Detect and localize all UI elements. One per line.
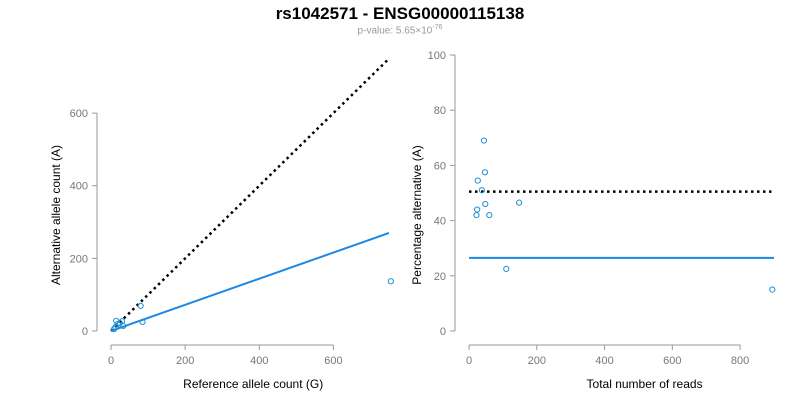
data-point — [480, 137, 488, 144]
x-tick-label: 0 — [466, 355, 472, 367]
y-tick-label: 100 — [428, 50, 446, 62]
data-point — [120, 322, 127, 330]
subtitle-exponent: -76 — [432, 24, 443, 31]
data-point — [474, 177, 481, 184]
data-point — [516, 199, 523, 206]
x-axis-label: Reference allele count (G) — [183, 377, 323, 391]
y-tick-label: 20 — [434, 271, 446, 283]
x-tick-label: 200 — [528, 355, 546, 367]
y-tick-label: 60 — [434, 160, 446, 172]
y-tick-label: 0 — [440, 326, 446, 338]
y-axis-label: Alternative allele count (A) — [49, 145, 63, 285]
y-tick-label: 0 — [82, 326, 88, 338]
chart-subtitle: p-value: 5.65×10-76 — [0, 24, 800, 36]
data-point — [486, 211, 493, 219]
data-point — [482, 200, 489, 208]
data-point — [387, 278, 394, 285]
fitted-line — [110, 232, 390, 332]
data-point — [481, 169, 489, 176]
data-point — [473, 211, 480, 219]
y-tick-label: 400 — [70, 181, 88, 193]
y-tick-label: 40 — [434, 216, 446, 228]
data-point — [137, 302, 144, 310]
reference-dotted-line — [110, 57, 390, 332]
x-tick-label: 0 — [108, 355, 114, 367]
x-tick-label: 400 — [250, 355, 268, 367]
data-point — [474, 206, 481, 213]
y-tick-label: 80 — [434, 105, 446, 117]
x-axis-label: Total number of reads — [587, 377, 703, 391]
data-point — [769, 286, 776, 293]
x-tick-label: 600 — [663, 355, 681, 367]
x-tick-label: 800 — [731, 355, 749, 367]
plot-panel-2: 0 200 400 600 800 0 20 40 60 80 100 Total number of… — [410, 50, 776, 391]
data-point — [139, 318, 146, 326]
y-tick-label: 200 — [70, 253, 88, 265]
x-tick-label: 400 — [595, 355, 613, 367]
chart-title: rs1042571 - ENSG00000115138 — [275, 4, 525, 23]
x-tick-label: 200 — [176, 355, 194, 367]
data-point — [478, 187, 485, 194]
y-axis-label: Percentage alternative (A) — [410, 145, 424, 284]
x-tick-label: 600 — [324, 355, 342, 367]
subtitle-text: p-value: 5.65×10 — [357, 25, 433, 37]
data-point — [503, 265, 510, 272]
y-tick-label: 600 — [70, 108, 88, 120]
